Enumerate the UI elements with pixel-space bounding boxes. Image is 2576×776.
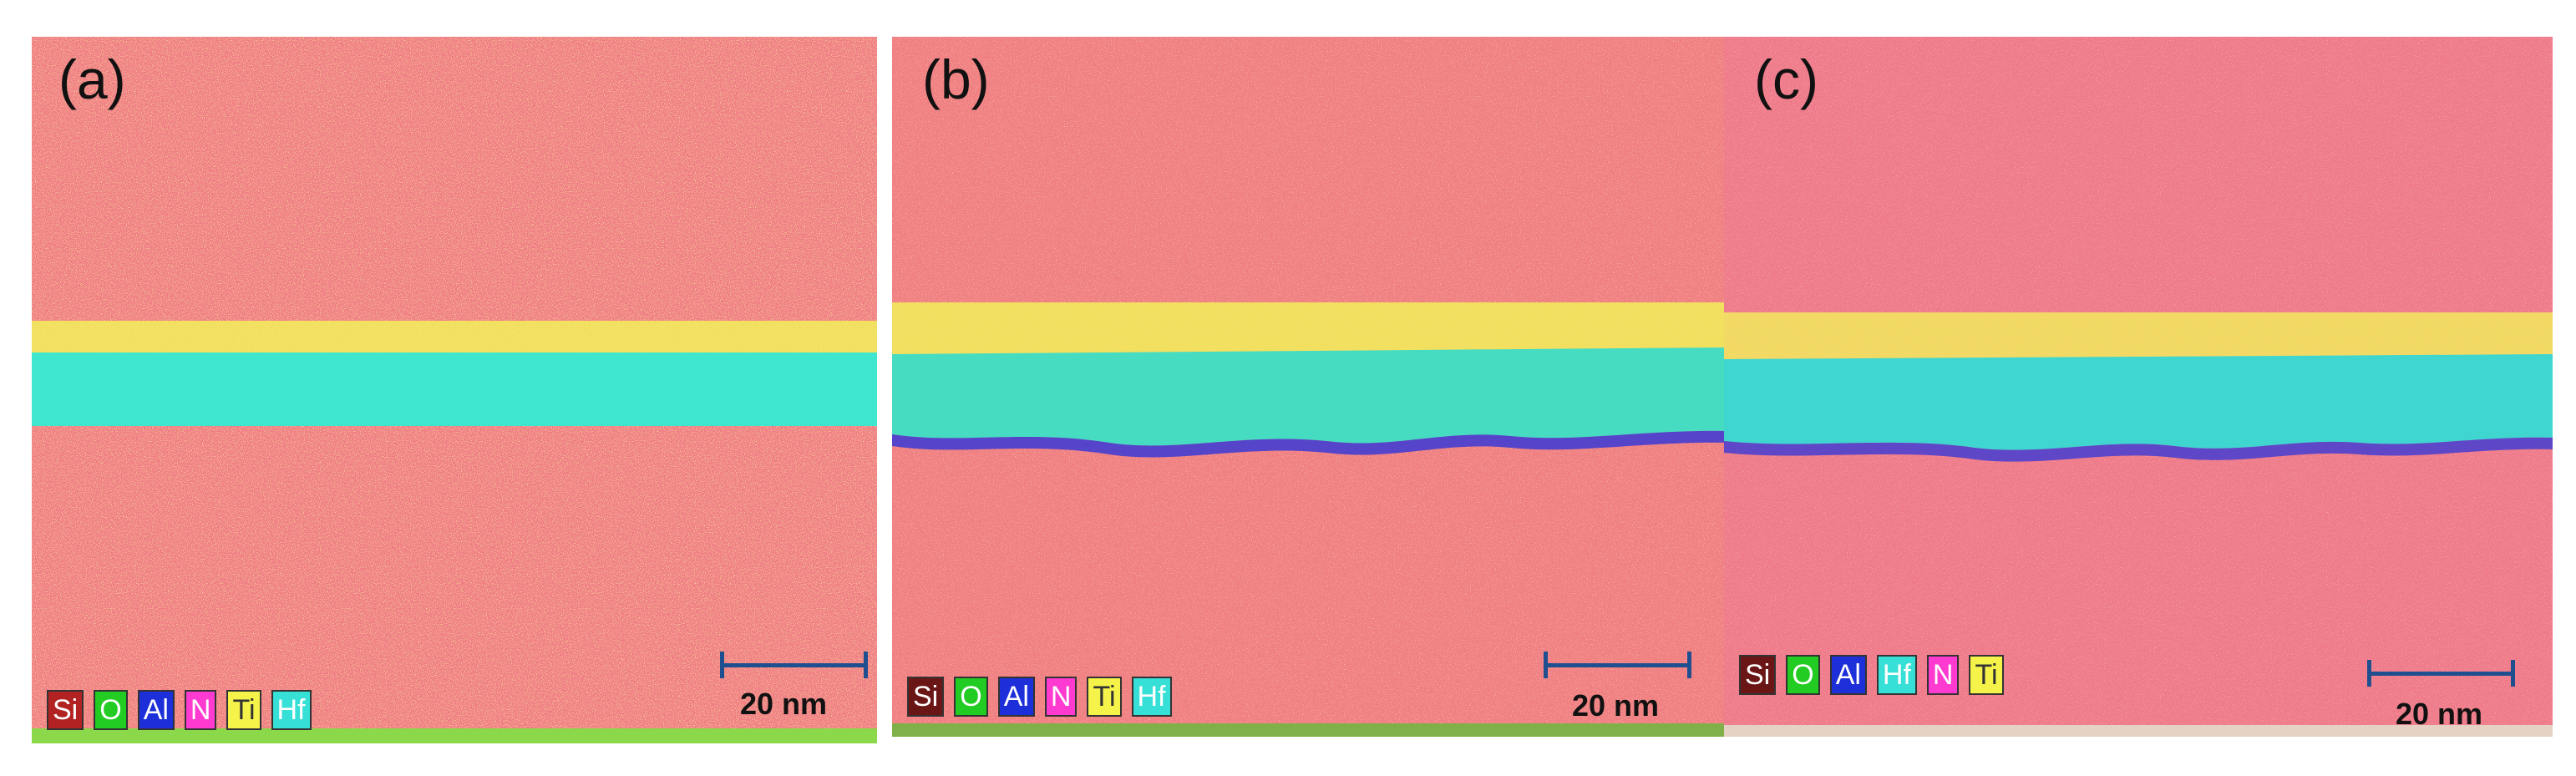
legend-chip-ti: Ti (1087, 677, 1122, 717)
scale-bar-label: 20 nm (2396, 697, 2483, 731)
legend-chip-hf: Hf (1131, 677, 1172, 717)
legend-chip-ti: Ti (1969, 655, 2004, 695)
legend-chip-hf: Hf (271, 690, 312, 730)
legend-chip-al: Al (997, 677, 1035, 717)
scale-bar-label: 20 nm (1572, 688, 1660, 723)
element-legend: Si O Al N Ti Hf (47, 690, 312, 730)
al-interface (892, 430, 1727, 458)
eds-map-c (1724, 37, 2553, 737)
legend-chip-n: N (184, 690, 217, 730)
legend-chip-al: Al (1829, 655, 1867, 695)
panel-label: (c) (1754, 48, 1818, 110)
al-interface (1724, 437, 2553, 462)
panel-b: (b) Si O Al N Ti Hf 20 nm (892, 37, 1727, 737)
legend-chip-hf: Hf (1876, 655, 1917, 695)
scale-bar: 20 nm (1544, 647, 1702, 723)
substrate-edge (32, 728, 877, 743)
legend-chip-al: Al (137, 690, 175, 730)
element-legend: Si O Al Hf N Ti (1739, 655, 2004, 695)
eds-map-a (32, 37, 877, 743)
panel-c: (c) Si O Al Hf N Ti 20 nm (1724, 37, 2553, 737)
legend-chip-si: Si (907, 677, 945, 717)
eds-map-b (892, 37, 1727, 737)
element-legend: Si O Al N Ti Hf (907, 677, 1172, 717)
legend-chip-n: N (1044, 677, 1078, 717)
legend-chip-o: O (1786, 655, 1820, 695)
legend-chip-ti: Ti (226, 690, 261, 730)
panel-label: (a) (58, 48, 126, 110)
hf-layer (892, 347, 1727, 446)
ti-layer (32, 321, 877, 354)
scale-bar: 20 nm (2367, 655, 2534, 731)
scale-bar: 20 nm (720, 647, 870, 722)
legend-chip-o: O (954, 677, 988, 717)
hf-layer (32, 352, 877, 426)
scale-bar-label: 20 nm (740, 687, 828, 721)
panel-a: (a) Si O Al N Ti Hf 20 nm (32, 37, 877, 743)
hf-layer (1724, 354, 2553, 450)
ti-layer (1724, 312, 2553, 359)
legend-chip-si: Si (1739, 655, 1777, 695)
legend-chip-o: O (94, 690, 128, 730)
ti-layer (892, 302, 1727, 354)
substrate-edge (892, 723, 1727, 737)
legend-chip-n: N (1926, 655, 1960, 695)
legend-chip-si: Si (47, 690, 84, 730)
substrate-edge (1724, 725, 2553, 737)
panel-label: (b) (922, 48, 990, 110)
